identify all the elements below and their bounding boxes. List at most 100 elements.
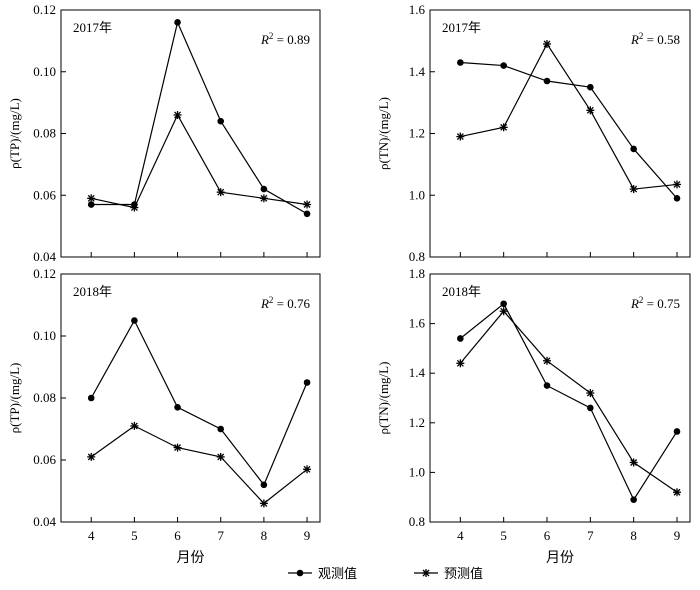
observed-point (217, 425, 225, 433)
panel-title: 2018年 (442, 284, 481, 299)
observed-point (87, 201, 95, 208)
observed-point (500, 300, 507, 308)
y-tick-label: 0.10 (33, 64, 56, 79)
observed-point (303, 210, 311, 218)
predicted-point (216, 188, 225, 197)
y-tick-label: 1.4 (409, 365, 426, 380)
series-line-predicted (460, 42, 678, 190)
series-line-observed (91, 20, 308, 215)
y-tick-label: 0.8 (409, 249, 425, 264)
plot-frame (429, 273, 691, 523)
x-tick-label: 5 (131, 528, 138, 543)
x-axis-title: 月份 (177, 550, 205, 566)
observed-point (260, 185, 268, 193)
y-tick-label: 0.06 (33, 452, 56, 467)
predicted-point (87, 194, 96, 203)
observed-point (131, 317, 138, 324)
y-tick-label: 0.04 (33, 249, 56, 264)
chart-panel-1: 0.04 0.06 0.08 0.10 0.12 ρ(TP)/(mg/L) 2017年 R2 … (7, 2, 321, 264)
observed-point (630, 496, 637, 503)
r2-symbol: R (630, 32, 639, 47)
y-axis-label: ρ(TN)/(mg/L) (376, 97, 391, 170)
x-tick-label: 7 (587, 528, 594, 543)
chart-panel-2: 0.8 1.0 1.2 1.4 1.6 ρ(TN)/(mg/L) 2017年 R2 = 0.5… (376, 2, 691, 264)
r2-value: = 0.75 (643, 296, 680, 311)
predicted-point (673, 180, 681, 189)
predicted-point (216, 452, 225, 461)
y-axis-label: ρ(TP)/(mg/L) (7, 363, 22, 434)
r2-symbol: R (260, 32, 269, 47)
r2-symbol: R (260, 296, 269, 311)
series-line-observed (459, 302, 678, 501)
y-tick-label: 0.8 (409, 514, 425, 529)
y-tick-label: 0.04 (33, 514, 56, 529)
observed-point (457, 59, 464, 66)
y-tick-label: 1.4 (409, 64, 426, 79)
x-tick-label: 4 (457, 528, 464, 543)
x-tick-label: 6 (544, 528, 551, 543)
predicted-point (130, 421, 139, 430)
y-tick-label: 0.12 (33, 266, 56, 281)
x-tick-label: 5 (500, 528, 507, 543)
observed-point (174, 404, 181, 411)
r2-value: = 0.89 (273, 32, 310, 47)
y-tick-label: 1.6 (409, 2, 426, 17)
series-line-observed (90, 319, 308, 486)
legend-label: 预测值 (444, 566, 483, 582)
y-tick-label: 0.08 (33, 390, 56, 405)
series-line-predicted (91, 113, 308, 209)
legend: 观测值 预测值 (288, 566, 483, 582)
predicted-point (259, 499, 268, 508)
x-tick-label: 7 (217, 528, 224, 543)
observed-point (303, 379, 311, 386)
x-tick-label: 9 (674, 528, 681, 543)
plot-frame (60, 273, 321, 523)
x-tick-label: 8 (630, 528, 637, 543)
r2-symbol: R (630, 296, 639, 311)
r2-value: = 0.76 (273, 296, 310, 311)
y-tick-label: 1.2 (409, 126, 425, 141)
r2-annotation: R2 = 0.89 (260, 31, 310, 47)
y-axis-label: ρ(TP)/(mg/L) (7, 98, 22, 169)
predicted-point (173, 443, 182, 452)
predicted-point (586, 106, 595, 115)
predicted-point (586, 389, 595, 398)
observed-point (673, 195, 681, 202)
r2-superscript: 2 (639, 31, 644, 41)
predicted-point (456, 132, 465, 141)
x-tick-label: 9 (304, 528, 311, 543)
y-tick-label: 1.8 (409, 266, 425, 281)
y-tick-label: 0.08 (33, 126, 56, 141)
observed-point (630, 145, 637, 153)
predicted-point (499, 123, 508, 132)
predicted-point (673, 488, 681, 497)
y-tick-label: 1.6 (409, 316, 426, 331)
predicted-point (543, 356, 551, 365)
observed-point (174, 19, 181, 26)
observed-point (587, 404, 594, 412)
y-tick-label: 1.2 (409, 415, 425, 430)
y-tick-label: 0.10 (33, 328, 56, 343)
predicted-point (303, 200, 312, 209)
plot-frame (429, 9, 691, 258)
observed-point (673, 428, 681, 435)
r2-superscript: 2 (269, 295, 274, 305)
panel-title: 2017年 (73, 20, 112, 35)
panel-title: 2017年 (442, 20, 481, 35)
observed-point (500, 62, 507, 69)
legend-label: 观测值 (318, 566, 357, 582)
observed-point (457, 335, 464, 342)
predicted-point (629, 185, 638, 194)
r2-superscript: 2 (639, 295, 644, 305)
legend-dot-marker (296, 569, 304, 577)
predicted-point (303, 465, 312, 474)
r2-annotation: R2 = 0.75 (630, 295, 680, 311)
predicted-point (629, 458, 638, 467)
y-tick-label: 1.0 (409, 187, 425, 202)
x-tick-label: 6 (174, 528, 181, 543)
observed-point (87, 394, 95, 402)
observed-point (217, 117, 225, 125)
r2-annotation: R2 = 0.58 (630, 31, 680, 47)
observed-point (543, 382, 551, 389)
predicted-point (87, 452, 96, 461)
